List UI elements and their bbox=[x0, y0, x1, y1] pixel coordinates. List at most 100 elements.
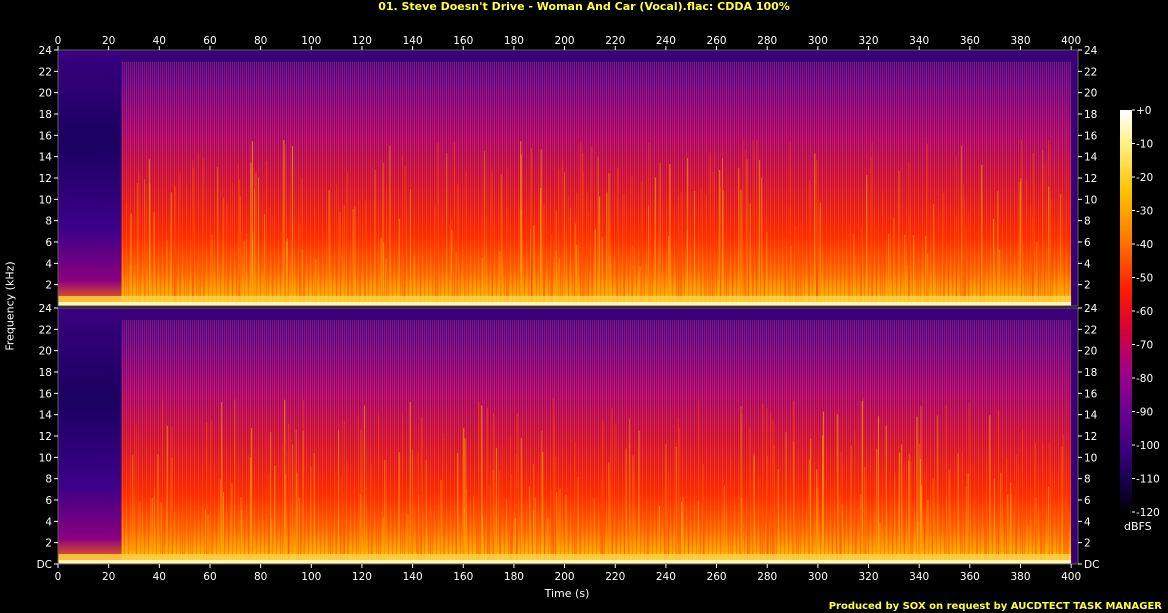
y-tick-label-right: 22 bbox=[1084, 66, 1097, 78]
y-tick-label-right: 6 bbox=[1084, 237, 1091, 249]
x-tick-label-top: 40 bbox=[153, 35, 166, 47]
y-tick-label-left: 18 bbox=[39, 109, 52, 121]
y-tick-label-right: 18 bbox=[1084, 109, 1097, 121]
y-tick-label-right: DC bbox=[1084, 559, 1099, 571]
x-tick-label-bottom: 220 bbox=[605, 571, 625, 583]
y-tick-label-right: 14 bbox=[1084, 152, 1098, 164]
y-tick-label-right: 22 bbox=[1084, 324, 1097, 336]
x-tick-label-bottom: 260 bbox=[707, 571, 727, 583]
y-tick-label-left: 6 bbox=[45, 237, 52, 249]
x-tick-label-bottom: 160 bbox=[453, 571, 473, 583]
y-tick-label-right: 6 bbox=[1084, 495, 1091, 507]
x-tick-label-bottom: 380 bbox=[1010, 571, 1030, 583]
spectrogram-panels bbox=[57, 49, 1079, 565]
spectrogram-tail bbox=[1071, 308, 1078, 564]
y-tick-label-right: 4 bbox=[1084, 516, 1091, 528]
spectrogram-intro bbox=[58, 50, 122, 306]
x-tick-label-bottom: 180 bbox=[504, 571, 524, 583]
y-tick-label-left: DC bbox=[37, 559, 52, 571]
x-tick-label-bottom: 360 bbox=[960, 571, 980, 583]
x-tick-label-bottom: 60 bbox=[203, 571, 216, 583]
y-tick-label-right: 24 bbox=[1084, 303, 1098, 315]
x-axis-top: 0 20 40 60 80 100 120 140 160 180 200 220 240 260 280 3… bbox=[55, 35, 1081, 50]
colorbar-tick-label: -10 bbox=[1136, 139, 1153, 151]
colorbar-tick-label: -120 bbox=[1136, 507, 1160, 519]
y-tick-label-right: 20 bbox=[1084, 346, 1097, 358]
y-tick-label-left: 24 bbox=[39, 303, 53, 315]
y-tick-label-right: 24 bbox=[1084, 45, 1098, 57]
colorbar-tick-label: -20 bbox=[1136, 172, 1153, 184]
spectrogram-tail bbox=[1071, 50, 1078, 306]
y-tick-label-left: 20 bbox=[39, 346, 52, 358]
x-axis-label: Time (s) bbox=[544, 587, 590, 600]
y-tick-label-left: 10 bbox=[39, 194, 52, 206]
y-tick-label-right: 10 bbox=[1084, 194, 1097, 206]
spectrogram-intro bbox=[58, 308, 122, 564]
x-tick-label-top: 220 bbox=[605, 35, 625, 47]
y-tick-label-left: 14 bbox=[39, 410, 53, 422]
x-tick-label-bottom: 280 bbox=[757, 571, 777, 583]
y-tick-label-right: 4 bbox=[1084, 258, 1091, 270]
x-tick-label-top: 180 bbox=[504, 35, 524, 47]
x-tick-label-bottom: 240 bbox=[656, 571, 676, 583]
x-tick-label-top: 120 bbox=[352, 35, 372, 47]
x-tick-label-bottom: 200 bbox=[555, 571, 575, 583]
x-tick-label-top: 240 bbox=[656, 35, 676, 47]
colorbar-tick-label: -60 bbox=[1136, 306, 1153, 318]
x-tick-label-top: 140 bbox=[403, 35, 423, 47]
x-tick-label-bottom: 0 bbox=[55, 571, 62, 583]
colorbar-tick-label: -100 bbox=[1136, 440, 1160, 452]
y-tick-label-left: 16 bbox=[39, 388, 53, 400]
y-tick-label-right: 12 bbox=[1084, 431, 1097, 443]
y-tick-label-left: 8 bbox=[45, 474, 52, 486]
colorbar-tick-label: -110 bbox=[1136, 474, 1160, 486]
colorbar-tick-label: -30 bbox=[1136, 206, 1153, 218]
y-tick-label-right: 18 bbox=[1084, 367, 1097, 379]
colorbar-label: dBFS bbox=[1124, 520, 1152, 533]
y-tick-label-left: 12 bbox=[39, 173, 52, 185]
y-tick-label-left: 24 bbox=[39, 45, 53, 57]
colorbar-tick-label: -90 bbox=[1136, 407, 1153, 419]
y-tick-label-left: 2 bbox=[45, 280, 52, 292]
dc-band bbox=[58, 302, 1072, 306]
colorbar: +0 -10 -20 -30 -40 -50 -60 -70 -80 -90 -100 -110 -12… bbox=[1120, 105, 1160, 519]
y-tick-label-left: 12 bbox=[39, 431, 52, 443]
colorbar-tick-label: -80 bbox=[1136, 373, 1153, 385]
x-tick-label-bottom: 20 bbox=[102, 571, 115, 583]
x-tick-label-top: 280 bbox=[757, 35, 777, 47]
x-tick-label-top: 380 bbox=[1010, 35, 1030, 47]
x-tick-label-bottom: 120 bbox=[352, 571, 372, 583]
y-tick-label-right: 10 bbox=[1084, 452, 1097, 464]
footer-credit: Produced by SOX on request by AUCDTECT T… bbox=[828, 601, 1162, 612]
y-tick-label-left: 6 bbox=[45, 495, 52, 507]
y-tick-label-left: 20 bbox=[39, 88, 52, 100]
x-tick-label-top: 60 bbox=[203, 35, 216, 47]
x-tick-label-bottom: 80 bbox=[254, 571, 267, 583]
dc-band bbox=[58, 560, 1072, 564]
spectrogram-texture bbox=[121, 320, 1072, 564]
x-tick-label-top: 320 bbox=[859, 35, 879, 47]
x-tick-label-top: 80 bbox=[254, 35, 267, 47]
x-tick-label-bottom: 340 bbox=[909, 571, 929, 583]
y-tick-label-right: 14 bbox=[1084, 410, 1098, 422]
colorbar-gradient bbox=[1120, 110, 1132, 512]
y-tick-label-left: 2 bbox=[45, 538, 52, 550]
x-tick-label-top: 260 bbox=[707, 35, 727, 47]
colorbar-tick-label: -50 bbox=[1136, 273, 1153, 285]
y-axis-label: Frequency (kHz) bbox=[3, 261, 17, 351]
y-tick-label-right: 16 bbox=[1084, 388, 1098, 400]
y-tick-label-left: 14 bbox=[39, 152, 53, 164]
y-tick-label-right: 8 bbox=[1084, 216, 1091, 228]
x-tick-label-top: 0 bbox=[55, 35, 62, 47]
y-tick-label-right: 8 bbox=[1084, 474, 1091, 486]
y-tick-label-left: 8 bbox=[45, 216, 52, 228]
y-tick-label-left: 18 bbox=[39, 367, 52, 379]
colorbar-tick-label: +0 bbox=[1136, 105, 1151, 117]
x-tick-label-top: 160 bbox=[453, 35, 473, 47]
x-tick-label-top: 200 bbox=[555, 35, 575, 47]
x-tick-label-top: 100 bbox=[301, 35, 321, 47]
x-tick-label-top: 400 bbox=[1061, 35, 1081, 47]
x-tick-label-bottom: 300 bbox=[808, 571, 828, 583]
